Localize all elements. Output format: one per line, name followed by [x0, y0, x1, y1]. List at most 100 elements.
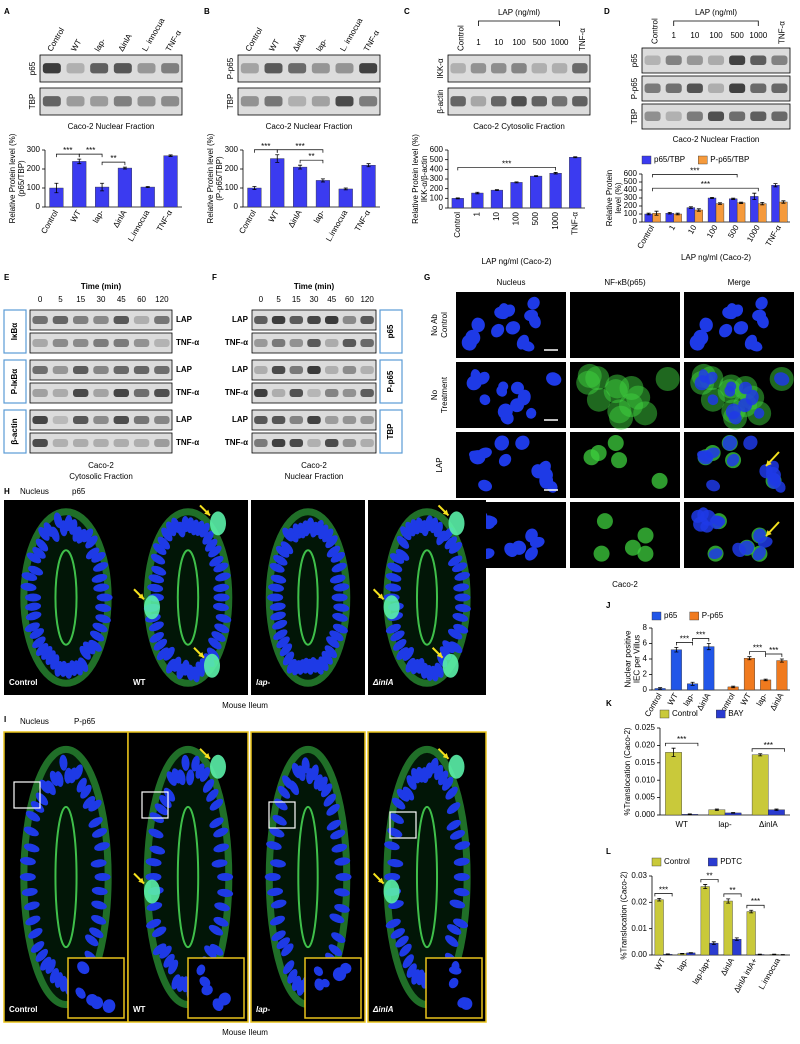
time-tick: 30 — [97, 295, 106, 304]
group-label: p65 — [386, 324, 395, 338]
blot-band — [324, 316, 339, 324]
blot-band — [342, 439, 357, 447]
nucleus — [96, 593, 113, 602]
nucleus — [313, 966, 324, 976]
nucleus — [156, 647, 170, 661]
row-label: LAP — [176, 415, 193, 424]
y-tick-label: 0.015 — [635, 758, 656, 767]
nucleus — [30, 941, 45, 953]
nucleus — [29, 628, 45, 639]
nucleus — [719, 323, 733, 338]
roi-box — [13, 781, 41, 809]
time-tick: 5 — [276, 295, 281, 304]
error-bar — [760, 202, 765, 206]
nucleus — [95, 614, 111, 624]
blot-band — [254, 339, 268, 347]
lane-label: 1 — [476, 38, 481, 47]
blot-band — [161, 96, 180, 107]
bar — [751, 754, 769, 816]
nucleus — [267, 887, 284, 897]
significance-bracket — [276, 149, 324, 153]
error-bar — [739, 201, 744, 204]
x-tick-label: 500 — [531, 211, 540, 225]
nucleus — [93, 562, 109, 572]
group-box — [379, 309, 403, 354]
blot-band — [729, 111, 746, 121]
error-bar — [711, 941, 716, 945]
nucleus — [453, 888, 470, 897]
nucleus — [282, 960, 295, 975]
nucleus — [213, 843, 229, 853]
error-bar — [688, 952, 693, 954]
x-tick-label: TNF-α — [353, 208, 372, 233]
blot-band — [511, 63, 527, 74]
nucleus — [211, 859, 228, 868]
significance-label: *** — [769, 646, 778, 655]
nucleus — [208, 545, 222, 558]
nucleus — [402, 954, 414, 969]
blot-band — [113, 316, 129, 324]
blot-strip — [39, 54, 183, 83]
blot-band — [307, 416, 321, 424]
lane-label: TNF-α — [778, 21, 787, 44]
significance-bracket — [749, 651, 766, 655]
nucleus — [449, 830, 465, 840]
positive-cell — [448, 754, 465, 779]
significance-label: *** — [659, 885, 668, 894]
blot-band — [32, 316, 48, 324]
lane-label: Control — [651, 18, 660, 44]
error-bar — [494, 189, 499, 191]
error-bar — [658, 687, 663, 690]
error-bar — [573, 156, 578, 159]
nucleus — [91, 573, 108, 583]
arrow-head — [138, 877, 144, 884]
nucleus — [272, 814, 287, 826]
nucleus — [700, 521, 714, 533]
blot-band — [750, 55, 767, 65]
roi-box — [268, 801, 296, 829]
nucleus — [471, 317, 485, 333]
nucleus — [213, 562, 229, 573]
nucleus — [159, 945, 172, 959]
nucleus — [186, 769, 195, 786]
blot-band — [531, 63, 547, 74]
row-label: LAP — [232, 365, 249, 374]
bar — [703, 646, 715, 691]
nucleus — [748, 340, 763, 352]
nucleus — [384, 841, 400, 851]
image-label: ΔinlA — [372, 1005, 394, 1014]
time-label: Time (min) — [294, 282, 335, 291]
legend-swatch — [716, 709, 726, 719]
lane-label: L. innocua — [338, 16, 365, 53]
nucleus — [152, 943, 167, 956]
nucleus — [45, 959, 56, 974]
blot-band — [113, 366, 129, 374]
nucleus — [209, 943, 224, 956]
blot-band — [154, 366, 170, 374]
blot-band — [686, 55, 703, 65]
y-tick-label: 0 — [643, 685, 648, 694]
error-bar — [675, 212, 680, 216]
nucleus — [460, 997, 473, 1010]
lane-label: 500 — [730, 31, 744, 40]
nucleus — [334, 857, 351, 866]
nucleus — [446, 819, 461, 831]
nucleus — [171, 974, 181, 990]
nucleus — [406, 775, 417, 790]
bar — [270, 158, 285, 208]
significance-label: *** — [295, 142, 304, 151]
nucleus — [92, 828, 108, 838]
x-tick-label: Control — [39, 208, 60, 235]
nucleus — [209, 817, 224, 829]
blot-band — [572, 96, 588, 107]
nucleus — [24, 622, 40, 633]
nucleus — [163, 953, 175, 968]
bar — [117, 167, 132, 208]
y-axis-label: (p65/TBP) — [17, 160, 26, 197]
nucleus — [49, 968, 60, 984]
significance-bracket — [665, 742, 699, 747]
nucleus — [282, 651, 295, 666]
nucleus — [82, 795, 96, 809]
nucleus — [25, 602, 42, 611]
nucleus — [181, 754, 190, 771]
